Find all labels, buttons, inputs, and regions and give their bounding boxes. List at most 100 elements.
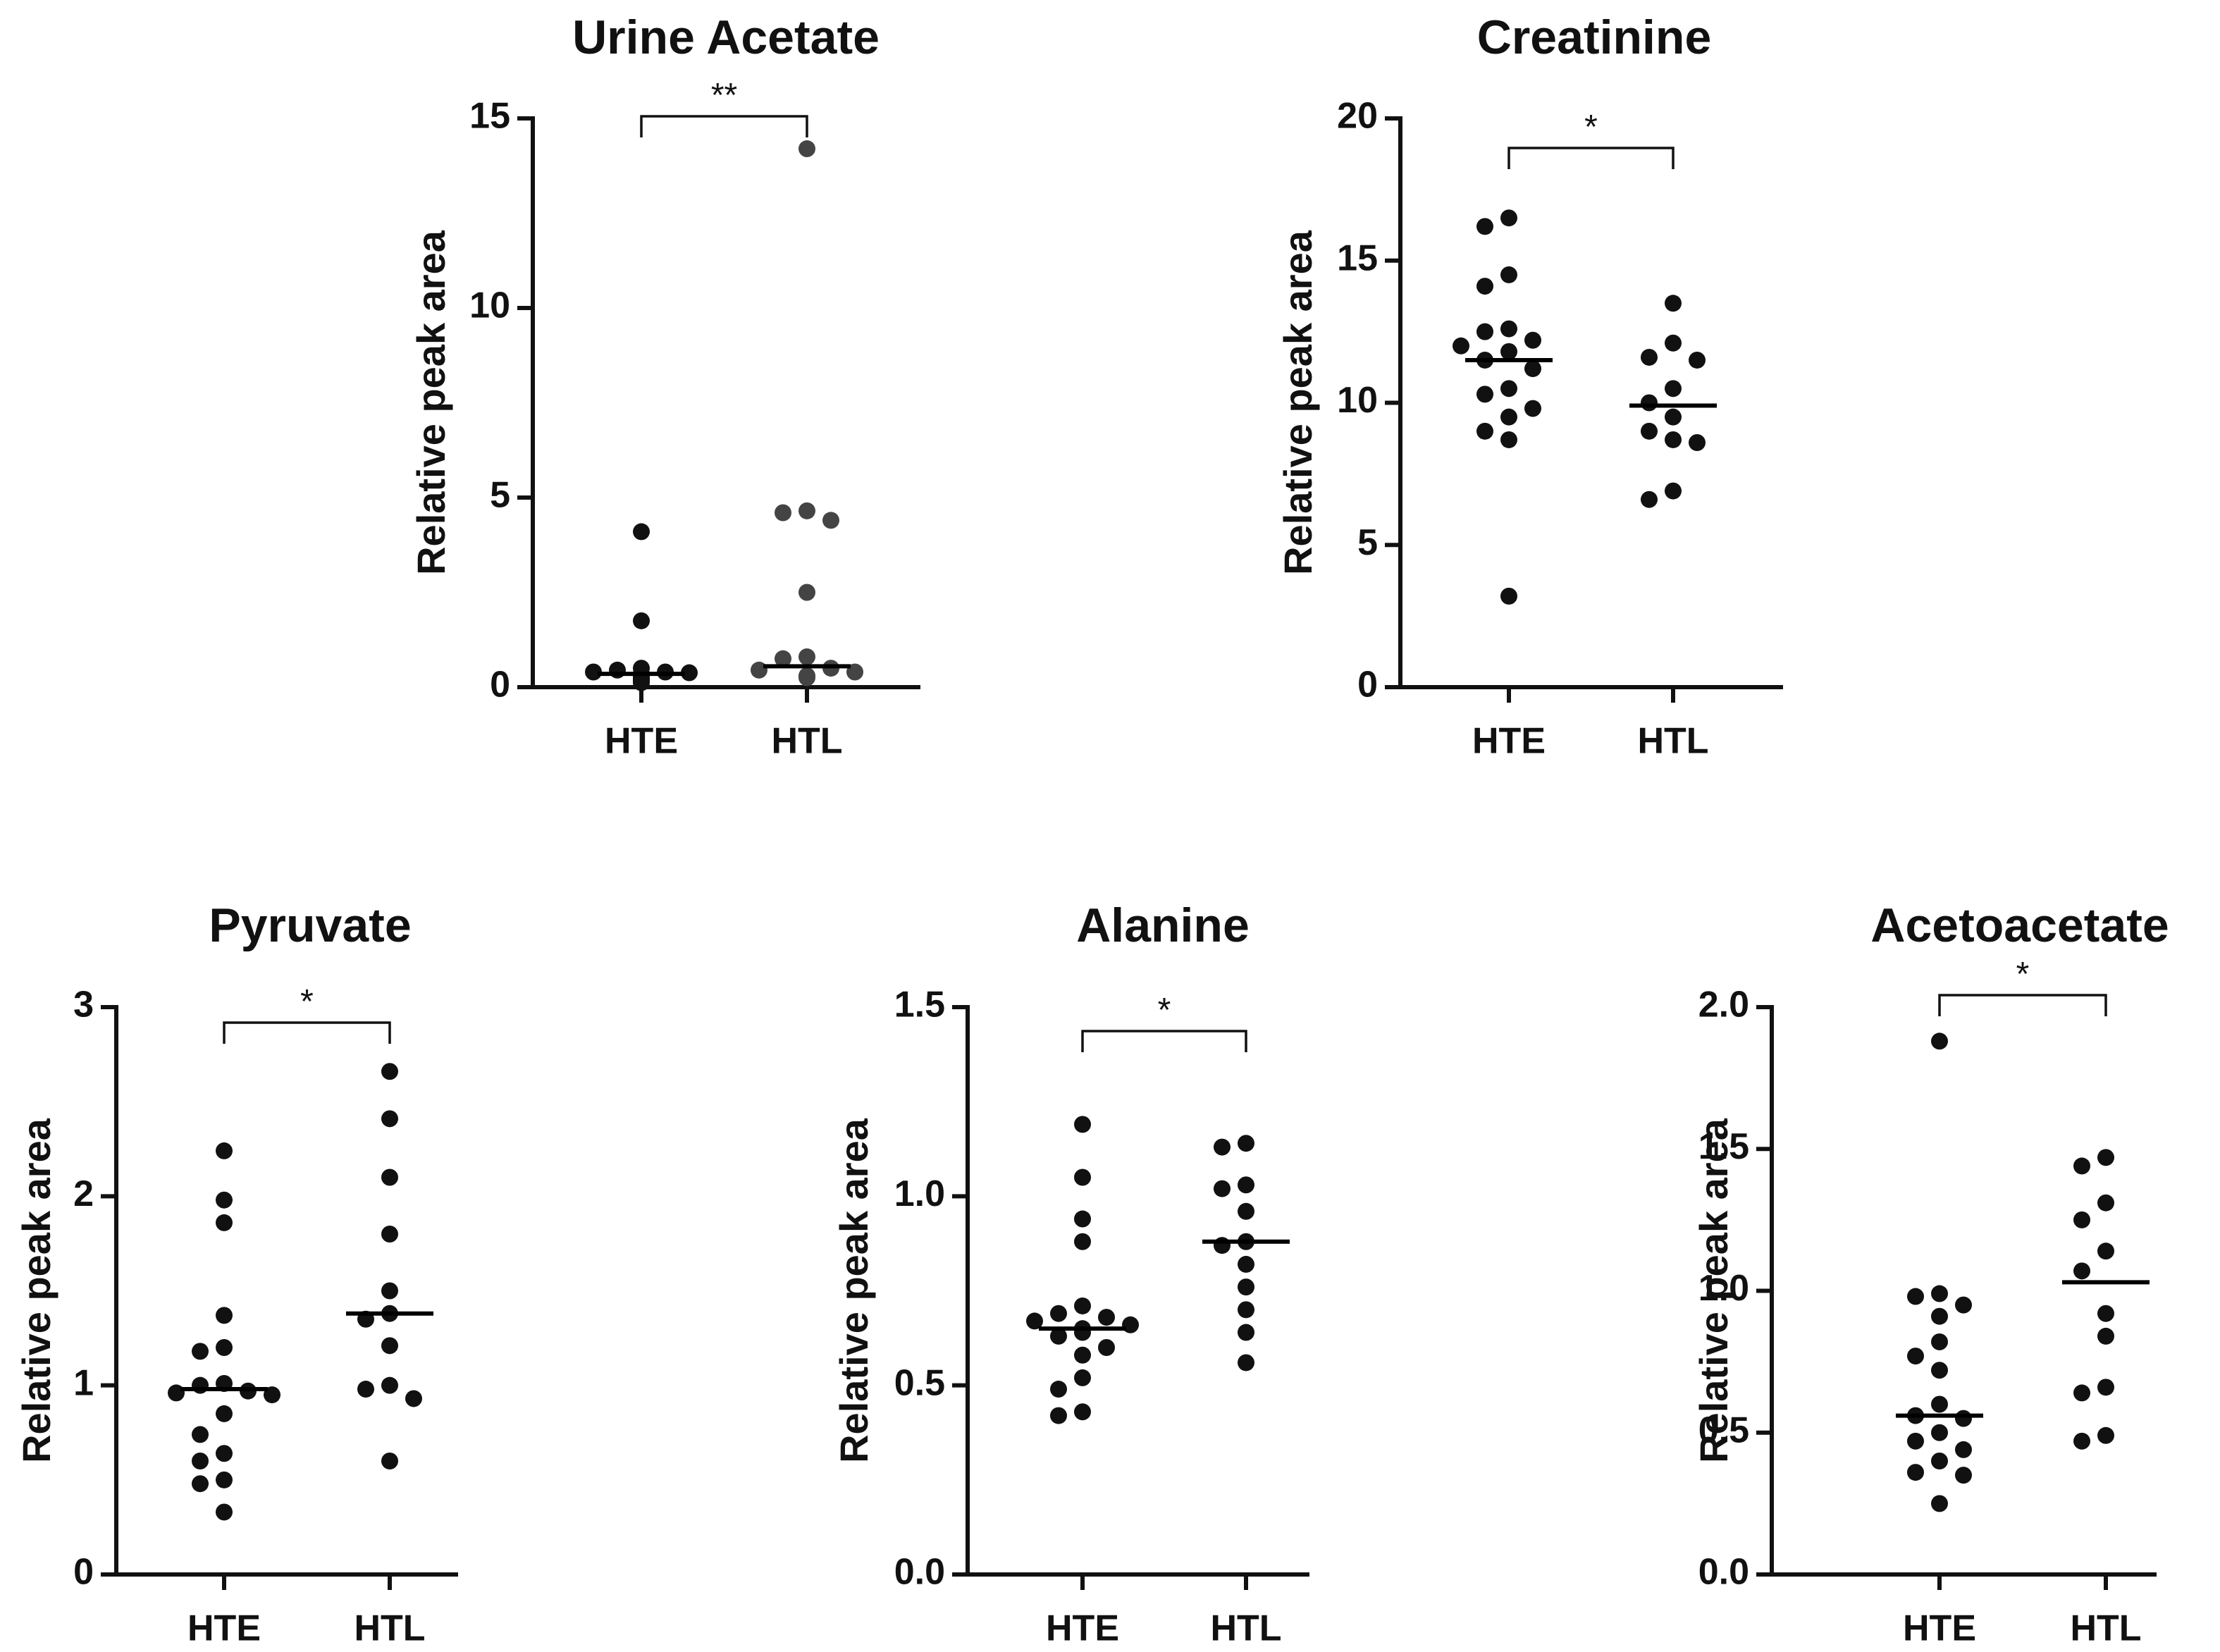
x-tick-label: HTE (1472, 721, 1546, 762)
data-point-htl (1238, 1324, 1254, 1341)
data-point-hte (216, 1214, 233, 1231)
data-point-hte (1476, 323, 1493, 340)
data-point-hte (1907, 1464, 1924, 1481)
data-point-hte (216, 1307, 233, 1324)
data-point-hte (1524, 400, 1541, 417)
data-point-htl (1689, 433, 1706, 451)
y-axis-label: Relative peak area (1276, 230, 1320, 575)
data-point-hte (1074, 1346, 1091, 1364)
data-point-hte (1453, 337, 1469, 355)
y-tick-label: 5 (1357, 522, 1378, 563)
data-point-htl (822, 512, 839, 529)
y-tick-label: 0.5 (894, 1362, 945, 1403)
data-point-hte (1907, 1348, 1924, 1365)
data-point-htl (1238, 1278, 1254, 1296)
data-point-htl (798, 669, 815, 686)
data-point-htl (775, 504, 791, 522)
chart-title: Creatinine (1477, 11, 1712, 64)
data-point-hte (1050, 1381, 1067, 1398)
chart-title: Urine Acetate (572, 11, 880, 64)
data-point-hte (216, 1142, 233, 1159)
y-tick-label: 20 (1337, 96, 1378, 137)
significance-label: * (1584, 109, 1598, 146)
data-point-htl (381, 1453, 398, 1469)
data-point-htl (1665, 334, 1682, 352)
x-tick-label: HTE (605, 721, 678, 762)
data-point-hte (192, 1426, 209, 1443)
data-point-hte (1931, 1495, 1948, 1512)
data-point-htl (2073, 1432, 2090, 1450)
y-axis-label: Relative peak area (1691, 1118, 1736, 1463)
data-point-htl (381, 1226, 398, 1243)
data-point-hte (1907, 1288, 1924, 1305)
data-point-hte (1955, 1441, 1972, 1458)
data-point-hte (1074, 1116, 1091, 1133)
data-point-htl (1641, 491, 1658, 508)
y-tick-label: 15 (1337, 238, 1378, 278)
data-point-htl (2073, 1384, 2090, 1402)
y-tick-label: 1.5 (1698, 1126, 1749, 1167)
panel-acetoacetate: Acetoacetate Relative peak area 0.0 0.5 1.0 1… (1691, 899, 2169, 1649)
data-point-hte (1524, 331, 1541, 349)
y-tick-label: 1.5 (894, 985, 945, 1025)
data-point-hte (1524, 360, 1541, 378)
data-point-hte (1074, 1210, 1091, 1228)
data-point-hte (1931, 1424, 1948, 1441)
data-point-htl (2097, 1305, 2114, 1322)
data-point-htl (1238, 1202, 1254, 1220)
data-point-htl (1238, 1301, 1254, 1319)
data-point-hte (585, 663, 602, 681)
data-point-htl (1214, 1180, 1231, 1197)
data-point-hte (1476, 218, 1493, 235)
data-point-hte (216, 1339, 233, 1356)
data-point-htl (2097, 1194, 2114, 1212)
data-point-htl (381, 1376, 398, 1394)
data-point-hte (1955, 1410, 1972, 1427)
data-point-hte (1050, 1327, 1067, 1345)
y-tick-label: 1.0 (1698, 1268, 1749, 1309)
data-point-hte (1122, 1316, 1139, 1333)
data-point-hte (1050, 1407, 1067, 1424)
significance-bracket (1507, 147, 1675, 169)
x-tick-label: HTL (771, 721, 842, 762)
data-point-hte (168, 1384, 185, 1402)
data-point-hte (1500, 408, 1517, 426)
data-point-hte (1500, 320, 1517, 338)
x-tick-label: HTE (1046, 1608, 1119, 1649)
data-point-hte (1931, 1285, 1948, 1302)
data-point-hte (1476, 386, 1493, 403)
data-point-htl (1238, 1135, 1254, 1152)
data-point-htl (1238, 1354, 1254, 1371)
data-point-hte (216, 1191, 233, 1209)
y-tick-label: 15 (469, 96, 510, 137)
x-tick-label: HTL (2070, 1608, 2141, 1649)
data-point-htl (1214, 1237, 1231, 1255)
data-point-hte (1074, 1324, 1091, 1341)
data-point-htl (1665, 295, 1682, 312)
panel-pyruvate: Pyruvate Relative peak area 0 1 2 3 HTE HTL * (14, 899, 458, 1649)
data-point-hte (1074, 1169, 1091, 1186)
panel-urine-acetate: Urine Acetate Relative peak area 0 5 10 15 HTE… (409, 11, 920, 762)
data-point-hte (633, 523, 650, 541)
x-tick-label: HTL (1637, 721, 1708, 762)
x-tick-label: HTE (1903, 1608, 1976, 1649)
data-point-htl (381, 1169, 398, 1186)
y-tick-label: 5 (490, 475, 510, 516)
data-point-htl (2073, 1262, 2090, 1280)
data-point-hte (609, 661, 626, 679)
y-tick-label: 10 (469, 285, 510, 326)
y-tick-label: 0.5 (1698, 1410, 1749, 1450)
data-point-htl (381, 1337, 398, 1355)
x-tick-label: HTE (187, 1608, 261, 1649)
data-point-htl (357, 1381, 374, 1398)
data-point-hte (1074, 1297, 1091, 1314)
significance-label: ** (711, 77, 737, 114)
significance-bracket (223, 1021, 391, 1044)
data-point-hte (1074, 1403, 1091, 1421)
significance-bracket (1938, 994, 2107, 1016)
data-point-htl (2097, 1243, 2114, 1260)
data-point-hte (1931, 1453, 1948, 1469)
data-point-htl (2097, 1379, 2114, 1396)
data-point-hte (192, 1453, 209, 1469)
